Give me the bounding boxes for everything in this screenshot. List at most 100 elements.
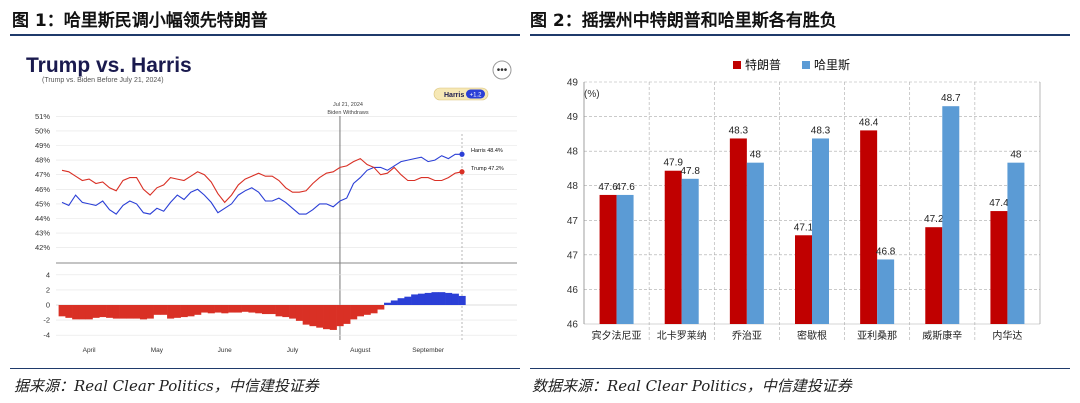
legend-swatch-harris <box>802 61 810 69</box>
event-date-label: Jul 21, 2024 <box>333 102 363 108</box>
x-tick-label: August <box>350 347 370 354</box>
spread-bar <box>65 305 73 318</box>
harris-bar <box>746 162 764 324</box>
spread-bar <box>106 305 114 318</box>
spread-bar <box>112 305 120 319</box>
spread-bar <box>180 305 188 318</box>
right-bottom-rule <box>530 368 1070 369</box>
right-title-rule <box>530 34 1070 36</box>
upper-y-tick-label: 49% <box>35 141 50 150</box>
upper-y-tick-label: 43% <box>35 229 50 238</box>
bar-y-tick-label: 49 <box>567 112 579 123</box>
spread-bar <box>187 305 195 317</box>
upper-y-tick-label: 50% <box>35 126 50 135</box>
spread-bar <box>78 305 87 320</box>
trump-bar-value-label: 48.3 <box>729 125 749 136</box>
spread-bar <box>255 305 263 314</box>
spread-bar <box>234 305 242 313</box>
spread-bar <box>214 305 222 313</box>
harris-lead-badge: Harris +1.2 <box>433 87 489 101</box>
lower-y-tick-label: 4 <box>46 270 50 279</box>
legend-label-harris: 哈里斯 <box>814 58 850 72</box>
bar-category-label: 亚利桑那 <box>857 330 897 342</box>
bar-category-label: 宾夕法尼亚 <box>592 329 642 342</box>
trump-bar <box>664 170 682 324</box>
trump-bar-value-label: 48.4 <box>859 117 879 128</box>
bar-category-label: 乔治亚 <box>732 329 762 342</box>
spread-bar <box>397 298 405 305</box>
trump-bar-value-label: 47.4 <box>989 198 1009 209</box>
spread-bar <box>316 305 324 328</box>
trump-bar-value-label: 47.9 <box>663 158 683 169</box>
harris-bar-value-label: 47.6 <box>615 182 635 193</box>
trump-bar <box>729 138 747 324</box>
spread-bar <box>329 305 337 330</box>
spread-bar <box>58 305 66 317</box>
spread-bar <box>404 296 412 305</box>
harris-bar <box>681 178 699 324</box>
bar-y-tick-label: 47 <box>567 216 579 227</box>
spread-bar <box>92 305 100 318</box>
spread-bar <box>370 305 378 314</box>
legend-swatch-trump <box>733 61 741 69</box>
legend-label-trump: 特朗普 <box>745 57 781 72</box>
spread-bar <box>126 305 134 319</box>
upper-y-tick-label: 45% <box>35 199 50 208</box>
left-title-rule <box>10 34 520 36</box>
spread-bar <box>228 305 236 313</box>
harris-bar-value-label: 48.7 <box>941 93 961 104</box>
spread-bar <box>241 305 249 312</box>
swing-state-bar-chart: 特朗普 哈里斯 (%) 49 49 48 48 47 47 46 46 47.647.6 47.… <box>567 57 1041 342</box>
harris-bar <box>812 138 829 324</box>
spread-bar <box>309 305 317 327</box>
spread-bar <box>295 305 303 321</box>
right-source-note: 数据来源：Real Clear Politics，中信建投证券 <box>532 377 852 395</box>
bar-y-tick-label: 46 <box>567 320 579 331</box>
spread-bar <box>384 302 392 305</box>
spread-bar <box>173 305 181 318</box>
upper-y-tick-label: 46% <box>35 185 50 194</box>
chart-subtitle: (Trump vs. Biden Before July 21, 2024) <box>42 77 164 84</box>
y-unit-label: (%) <box>584 89 600 100</box>
spread-bar <box>160 305 168 315</box>
bar-category-label: 威斯康辛 <box>922 329 962 342</box>
spread-bar <box>424 292 432 305</box>
spread-bar <box>99 305 107 318</box>
x-tick-label: April <box>83 347 97 354</box>
harris-series-line <box>61 153 462 215</box>
upper-y-tick-label: 48% <box>35 156 50 165</box>
more-options-button[interactable]: ••• <box>492 60 512 80</box>
spread-bar <box>282 305 290 318</box>
spread-bar <box>72 305 80 320</box>
x-tick-label: September <box>412 347 445 354</box>
harris-bar-value-label: 48.3 <box>811 125 831 136</box>
bar-y-tick-label: 49 <box>567 78 579 89</box>
right-figure-title: 图 2：摇摆州中特朗普和哈里斯各有胜负 <box>530 11 837 31</box>
trump-bar <box>925 227 943 324</box>
harris-bar <box>1007 162 1025 324</box>
trump-bar <box>990 211 1008 324</box>
trump-vs-harris-chart: Trump vs. Harris (Trump vs. Biden Before… <box>26 54 517 354</box>
spread-bar <box>221 305 229 314</box>
bar-y-tick-label: 46 <box>567 285 579 296</box>
spread-bar <box>207 305 215 314</box>
spread-bar <box>268 305 276 315</box>
spread-bar <box>167 305 175 319</box>
trump-bar-value-label: 47.6 <box>598 182 618 193</box>
trump-bar <box>795 235 812 324</box>
spread-bar <box>139 305 148 320</box>
spread-bar <box>119 305 127 319</box>
spread-bar <box>200 305 209 313</box>
harris-bar-value-label: 48 <box>1010 150 1022 161</box>
trump-end-point <box>459 169 465 175</box>
left-figure-title: 图 1：哈里斯民调小幅领先特朗普 <box>12 11 268 31</box>
event-description-label: Biden Withdraws <box>327 110 369 116</box>
trump-bar-value-label: 47.1 <box>794 222 814 233</box>
spread-bar <box>363 305 371 315</box>
spread-bar <box>445 292 453 305</box>
badge-label: Harris <box>444 92 464 99</box>
upper-y-tick-label: 51% <box>35 112 50 121</box>
spread-bar <box>431 292 439 305</box>
spread-bar <box>275 305 283 317</box>
left-bottom-rule <box>10 368 520 369</box>
